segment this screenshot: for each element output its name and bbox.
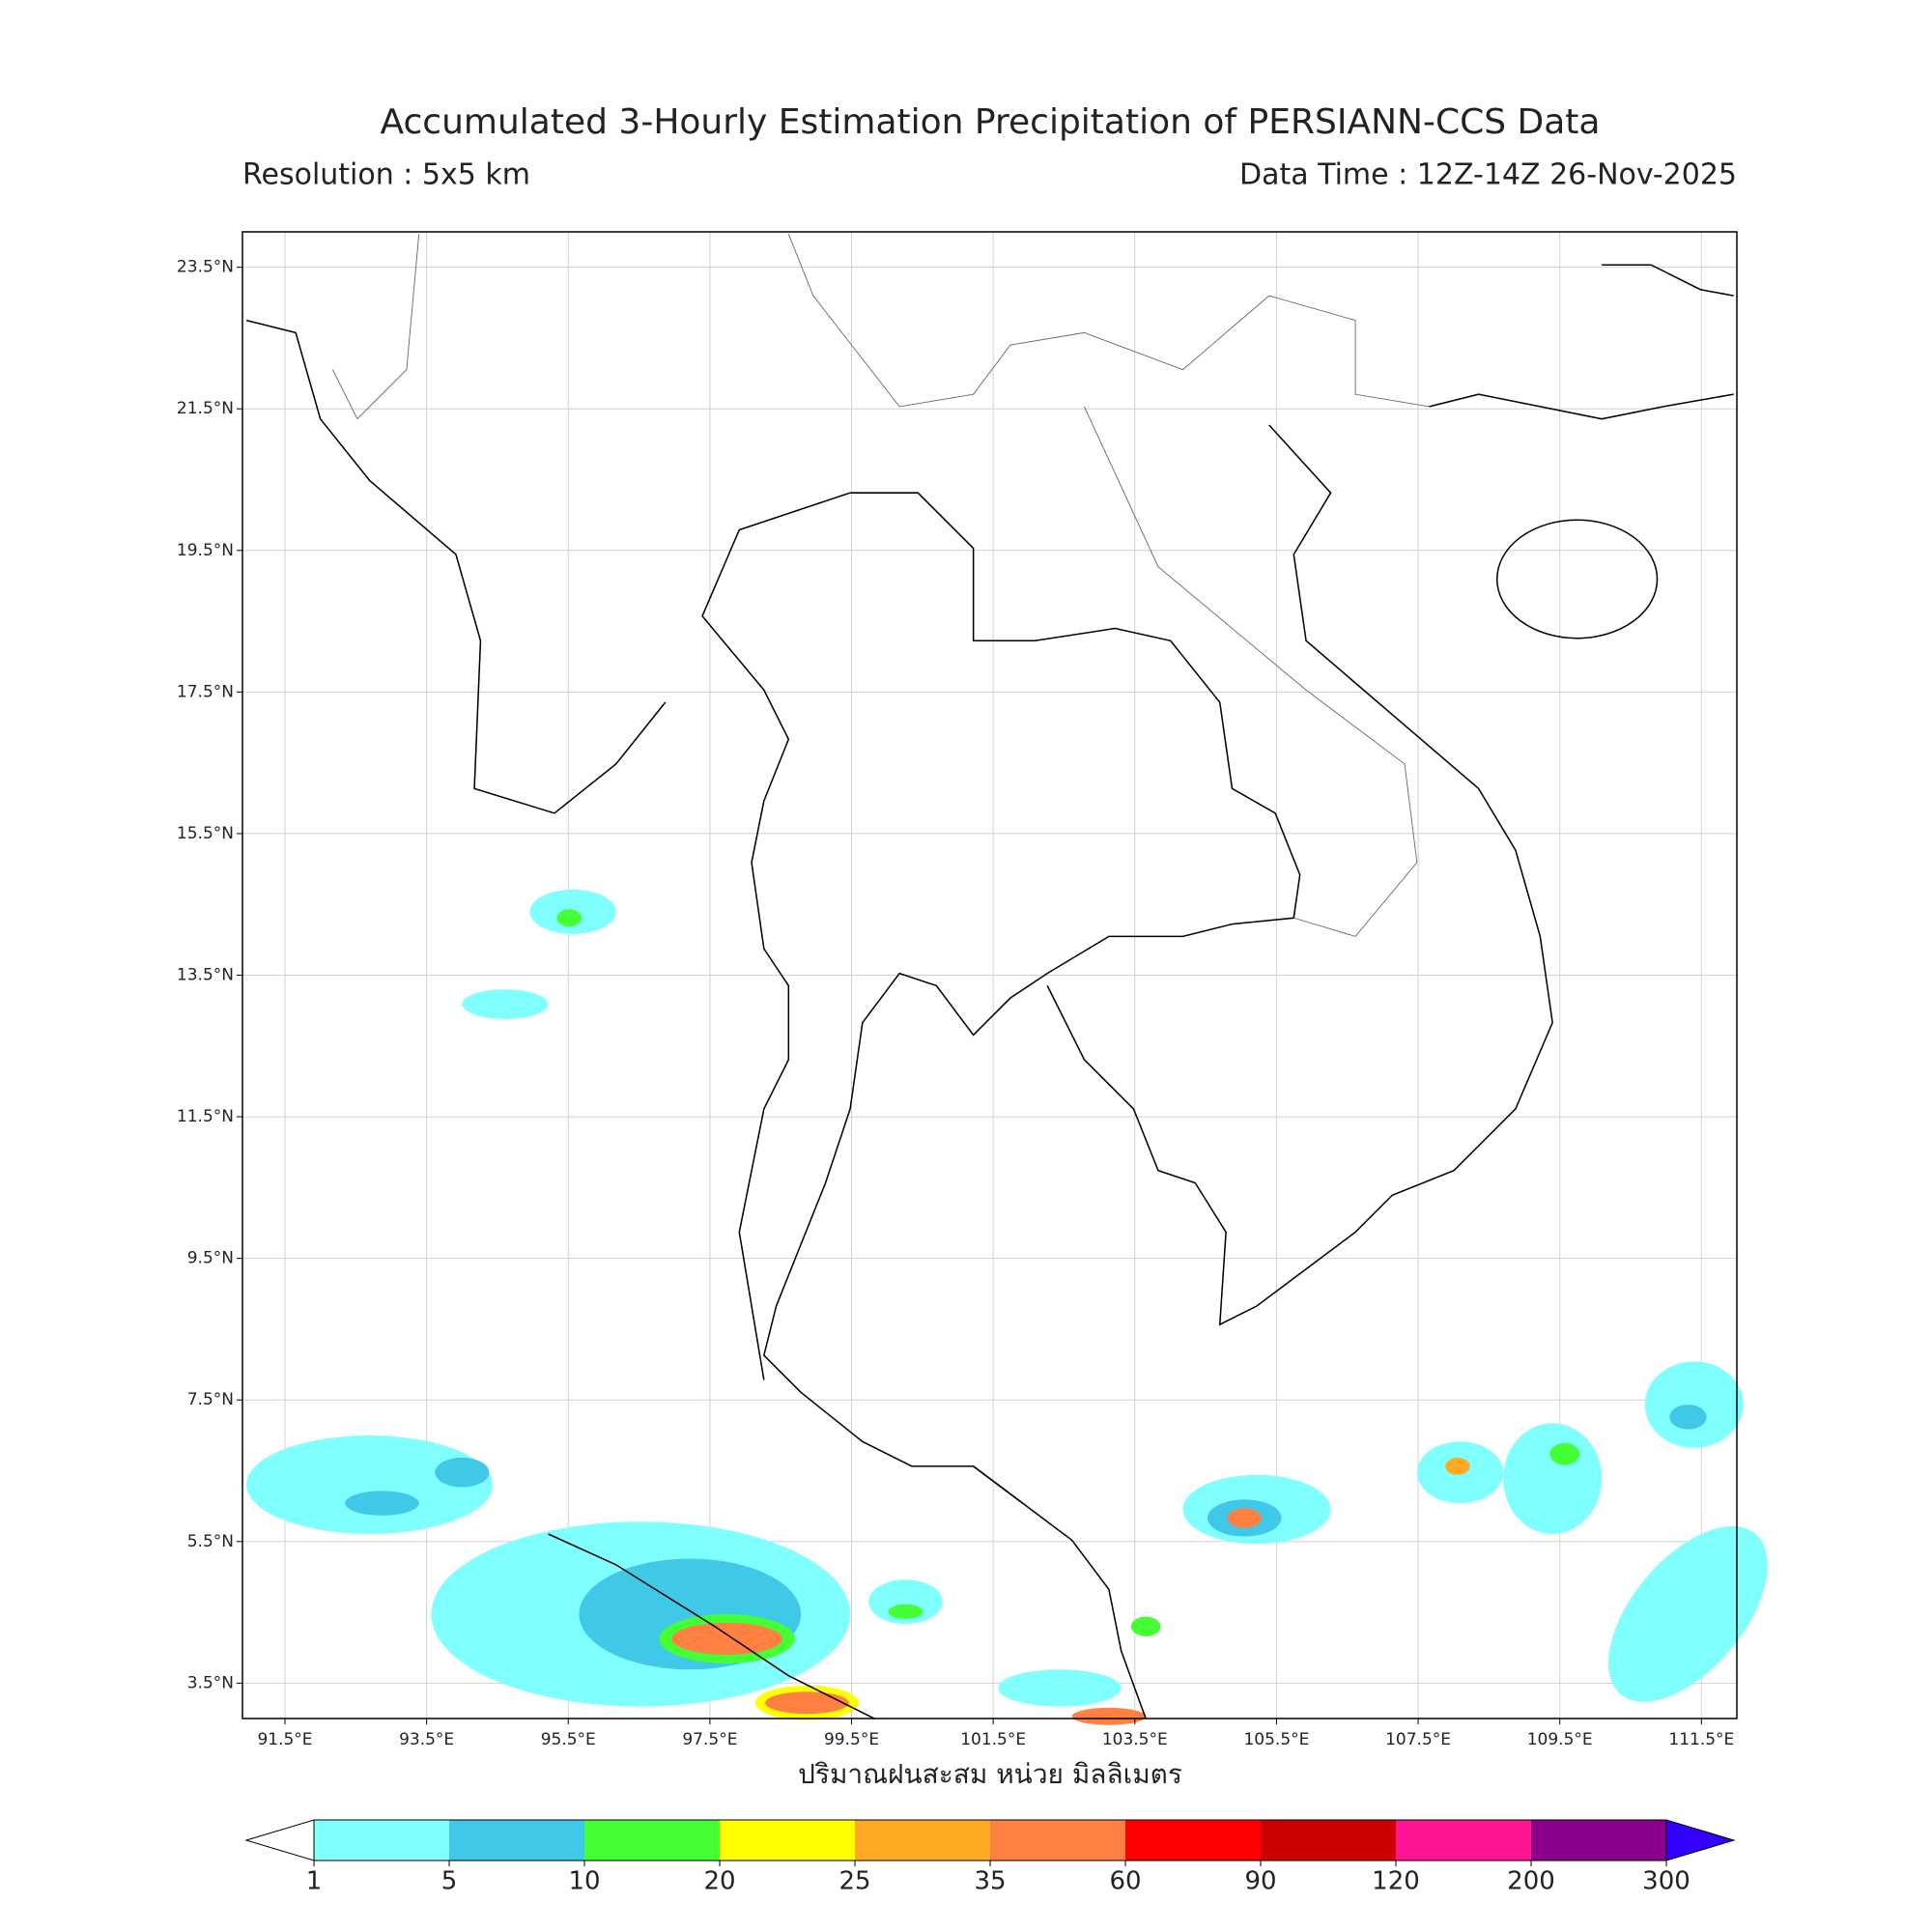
x-tick-label: 101.5°E: [960, 1730, 1026, 1749]
colorbar-label: 60: [1109, 1867, 1141, 1896]
y-tick-label: 13.5°N: [177, 966, 234, 985]
y-tick-label: 15.5°N: [177, 824, 234, 843]
resolution: Resolution : 5x5 km: [242, 158, 530, 192]
x-tick-label: 97.5°E: [682, 1730, 737, 1749]
colorbar-label: 10: [568, 1867, 600, 1896]
y-tick-label: 23.5°N: [177, 258, 234, 277]
colorbar-segment: [855, 1820, 990, 1861]
island: [1495, 519, 1659, 639]
y-tick-label: 17.5°N: [177, 682, 234, 701]
y-tick-label: 5.5°N: [187, 1532, 234, 1551]
x-tick-label: 105.5°E: [1243, 1730, 1309, 1749]
x-tick-label: 99.5°E: [824, 1730, 879, 1749]
map-layer: [245, 234, 1768, 1725]
coastline: [973, 1465, 1147, 1719]
x-tick-label: 93.5°E: [399, 1730, 454, 1749]
y-tick-label: 3.5°N: [187, 1673, 234, 1692]
x-tick-label: 107.5°E: [1385, 1730, 1451, 1749]
coastline: [245, 319, 667, 814]
title: Accumulated 3-Hourly Estimation Precipit…: [381, 102, 1601, 142]
coastline: [739, 492, 1301, 1504]
colorbar-segment: [720, 1820, 855, 1861]
x-tick-label: 95.5°E: [541, 1730, 596, 1749]
colorbar-segment: [1396, 1820, 1531, 1861]
border: [1084, 406, 1418, 937]
colorbar-segment: [584, 1820, 720, 1861]
colorbar-label: 1: [306, 1867, 323, 1896]
border: [787, 234, 1430, 408]
colorbar-label: 120: [1372, 1867, 1420, 1896]
grid: [242, 232, 1737, 1719]
coastline: [548, 1533, 875, 1720]
colorbar-over: [1665, 1819, 1736, 1861]
colorbar-label: 20: [703, 1867, 735, 1896]
colorbar-segment: [1125, 1820, 1261, 1861]
x-tick-label: 103.5°E: [1102, 1730, 1168, 1749]
x-tick-label: 111.5°E: [1668, 1730, 1734, 1749]
colorbar-segment: [990, 1820, 1125, 1861]
y-tick-label: 7.5°N: [187, 1390, 234, 1409]
y-tick-label: 11.5°N: [177, 1107, 234, 1126]
y-tick-label: 9.5°N: [187, 1249, 234, 1268]
data-time: Data Time : 12Z-14Z 26-Nov-2025: [1239, 158, 1737, 192]
colorbar-under: [244, 1819, 315, 1861]
colorbar-label: 25: [838, 1867, 870, 1896]
y-tick-label: 19.5°N: [177, 541, 234, 560]
x-axis-label: ปริมาณฝนสะสม หน่วย มิลลิเมตร: [798, 1758, 1182, 1790]
colorbar-segment: [449, 1820, 584, 1861]
border: [331, 234, 420, 420]
colorbar: 1 5 10 20 25 35 60 90 120 200 300: [244, 1819, 1736, 1896]
x-tick-label: 91.5°E: [257, 1730, 312, 1749]
colorbar-label: 200: [1507, 1867, 1555, 1896]
coastline: [701, 529, 790, 1380]
colorbar-segment: [1261, 1820, 1396, 1861]
colorbar-label: 90: [1244, 1867, 1276, 1896]
colorbar-segment: [314, 1820, 449, 1861]
rain-areas: [246, 889, 1768, 1725]
colorbar-segment: [1531, 1820, 1666, 1861]
y-tick-label: 21.5°N: [177, 399, 234, 418]
colorbar-label: 5: [441, 1867, 458, 1896]
coastline: [1429, 393, 1734, 420]
x-tick-label: 109.5°E: [1527, 1730, 1593, 1749]
colorbar-label: 35: [974, 1867, 1006, 1896]
colorbar-label: 300: [1642, 1867, 1690, 1896]
coastline: [1602, 264, 1734, 297]
coastline: [1046, 424, 1553, 1326]
